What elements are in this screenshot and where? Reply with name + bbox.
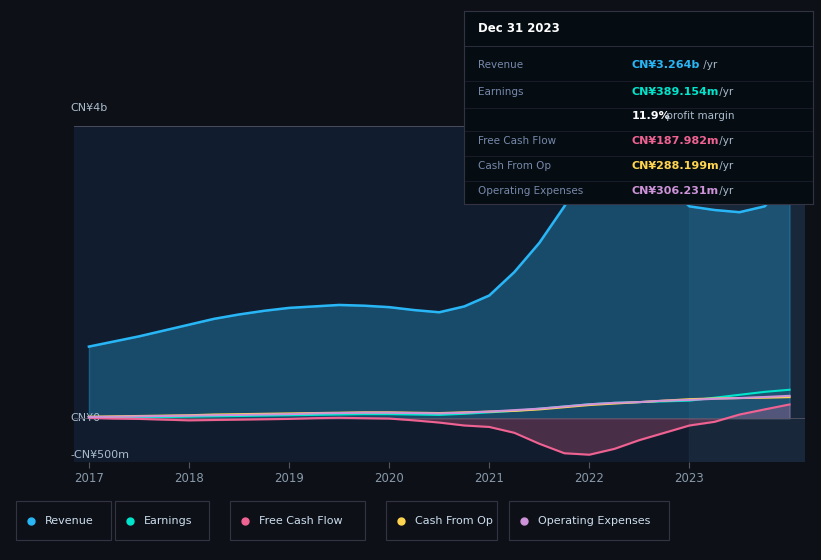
Text: Free Cash Flow: Free Cash Flow bbox=[478, 136, 556, 146]
Text: CN¥3.264b: CN¥3.264b bbox=[631, 60, 699, 71]
Text: Revenue: Revenue bbox=[45, 516, 94, 526]
Text: CN¥4b: CN¥4b bbox=[71, 102, 108, 113]
Text: CN¥288.199m: CN¥288.199m bbox=[631, 161, 719, 171]
Text: /yr: /yr bbox=[716, 161, 733, 171]
Text: Free Cash Flow: Free Cash Flow bbox=[259, 516, 342, 526]
Text: Earnings: Earnings bbox=[478, 87, 523, 97]
Text: CN¥306.231m: CN¥306.231m bbox=[631, 186, 718, 196]
Text: /yr: /yr bbox=[716, 87, 733, 97]
Bar bbox=[690, 126, 805, 462]
Text: Cash From Op: Cash From Op bbox=[415, 516, 493, 526]
Text: CN¥0: CN¥0 bbox=[71, 413, 100, 423]
Text: CN¥389.154m: CN¥389.154m bbox=[631, 87, 718, 97]
Text: Cash From Op: Cash From Op bbox=[478, 161, 551, 171]
Text: /yr: /yr bbox=[716, 186, 733, 196]
Text: Revenue: Revenue bbox=[478, 60, 523, 71]
Text: Dec 31 2023: Dec 31 2023 bbox=[478, 22, 560, 35]
Text: Operating Expenses: Operating Expenses bbox=[538, 516, 650, 526]
Text: Operating Expenses: Operating Expenses bbox=[478, 186, 583, 196]
Text: /yr: /yr bbox=[700, 60, 718, 71]
Text: /yr: /yr bbox=[716, 136, 733, 146]
Text: profit margin: profit margin bbox=[663, 110, 734, 120]
Text: CN¥187.982m: CN¥187.982m bbox=[631, 136, 719, 146]
Text: 11.9%: 11.9% bbox=[631, 110, 670, 120]
Text: -CN¥500m: -CN¥500m bbox=[71, 450, 129, 460]
Text: Earnings: Earnings bbox=[144, 516, 192, 526]
